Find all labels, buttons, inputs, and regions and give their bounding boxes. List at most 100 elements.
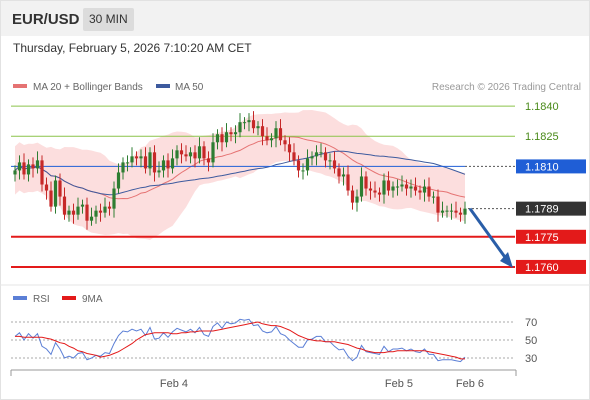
candle-body [355, 196, 359, 203]
candle-body [296, 160, 301, 171]
candle-body [368, 188, 373, 191]
candle-body [80, 204, 85, 207]
candle-body [229, 132, 233, 135]
candle-body [265, 136, 269, 141]
candle-body [337, 168, 341, 177]
candle-body [238, 122, 242, 133]
candle-body [26, 164, 31, 175]
level-label: 1.1810 [525, 161, 559, 173]
candle-body [103, 206, 107, 213]
candle-body [391, 186, 395, 191]
candle-body [89, 216, 94, 221]
candle-body [251, 120, 256, 129]
candle-body [49, 190, 53, 207]
candle-body [440, 210, 445, 213]
ma20-legend-label: MA 20 + Bollinger Bands [33, 82, 143, 93]
level-tag [516, 229, 586, 244]
level-tag [516, 259, 586, 274]
candle-body [247, 120, 251, 123]
header-bar: EUR/USD 30 MIN [1, 1, 589, 36]
candle-body [53, 180, 58, 207]
candle-body [107, 206, 112, 209]
candle-body [166, 160, 170, 169]
bollinger-band [15, 110, 465, 240]
candle-body [422, 186, 427, 193]
candle-body [260, 126, 265, 137]
candle-body [454, 210, 458, 213]
candle-body [170, 158, 175, 169]
candle-body [193, 152, 197, 159]
candle-body [305, 158, 310, 171]
candle-body [274, 128, 278, 139]
candle-body [431, 196, 436, 198]
candle-body [310, 156, 314, 159]
candle-body [112, 188, 116, 209]
candle-body [242, 122, 247, 124]
candle-body [175, 150, 179, 159]
timeframe-badge[interactable]: 30 MIN [83, 8, 134, 31]
candle-body [233, 132, 238, 135]
forecast-arrow [468, 207, 509, 261]
candle-body [13, 170, 17, 175]
rsi-legend-label: RSI [33, 294, 50, 305]
candle-body [404, 184, 409, 189]
candle-body [125, 162, 130, 164]
candle-body [71, 210, 76, 215]
candle-body [188, 152, 193, 157]
candle-body [31, 164, 35, 169]
level-label: 1.1825 [525, 131, 559, 143]
candle-body [418, 190, 422, 193]
candle-body [152, 152, 157, 173]
candle-body [139, 156, 143, 159]
candle-body [148, 152, 152, 169]
date-line: Thursday, February 5, 2026 7:10:20 AM CE… [13, 41, 252, 55]
candle-body [179, 150, 184, 155]
x-tick-label: Feb 4 [160, 378, 188, 390]
candle-body [98, 210, 103, 213]
candle-body [449, 210, 454, 212]
candle-body [184, 154, 188, 157]
level-tag [516, 201, 586, 216]
candle-body [364, 176, 368, 189]
forecast-arrowhead [500, 251, 513, 268]
candle-body [278, 128, 283, 141]
candle-body [292, 152, 296, 161]
candle-body [58, 180, 62, 197]
level-label: 1.1760 [525, 262, 559, 274]
rsi-line [14, 318, 466, 363]
candle-body [211, 142, 215, 163]
instrument-title: EUR/USD [12, 11, 80, 28]
candle-body [301, 170, 305, 172]
candle-body [427, 186, 431, 197]
level-label: 1.1775 [525, 232, 559, 244]
candle-body [283, 140, 287, 145]
ma9-legend-label: 9MA [82, 294, 103, 305]
candle-body [314, 152, 319, 157]
candle-body [395, 186, 400, 188]
candle-body [373, 190, 377, 193]
candle-body [256, 126, 260, 129]
rsi-tick-label: 50 [525, 335, 537, 347]
candle-body [332, 160, 337, 169]
candle-body [206, 158, 211, 163]
candle-body [377, 192, 382, 195]
candle-body [269, 138, 274, 141]
candle-body [458, 212, 463, 215]
x-tick-label: Feb 5 [385, 378, 413, 390]
rsi-legend-swatch [13, 296, 27, 300]
candle-body [215, 134, 220, 143]
candle-body [130, 156, 134, 163]
level-tag [516, 159, 586, 174]
candle-body [121, 162, 125, 173]
candle-body [341, 174, 346, 177]
candle-body [157, 170, 161, 173]
candle-body [445, 210, 449, 212]
candle-body [328, 160, 332, 162]
ma50-legend-swatch [156, 84, 170, 88]
candle-body [323, 152, 328, 161]
rsi-ma9-line [15, 321, 465, 360]
rsi-tick-label: 70 [525, 317, 537, 329]
candle-body [220, 134, 224, 143]
candle-body [62, 196, 67, 215]
